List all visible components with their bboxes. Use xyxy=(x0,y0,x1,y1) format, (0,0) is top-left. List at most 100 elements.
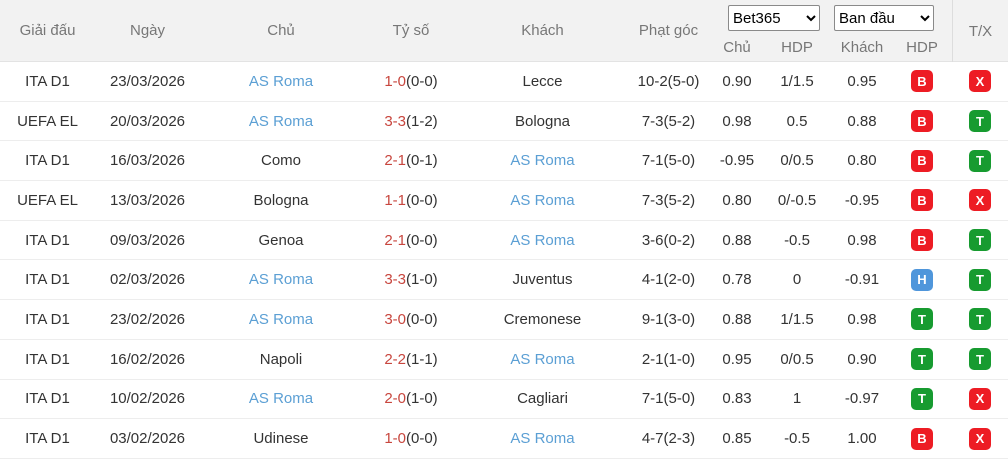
odds-away-cell: 0.98 xyxy=(847,310,877,328)
odds-home-cell: 0.88 xyxy=(722,310,752,328)
score-cell: 3-0(0-0) xyxy=(362,311,460,328)
score-cell: 2-1(0-0) xyxy=(362,232,460,249)
league-cell: ITA D1 xyxy=(25,310,70,328)
header-tx: T/X xyxy=(952,0,1008,62)
bookmaker-select[interactable]: Bet365 xyxy=(728,5,820,31)
tx-badge: X xyxy=(969,189,991,212)
score-cell: 2-1(0-1) xyxy=(362,152,460,169)
corners-cell: 9-1(3-0) xyxy=(641,310,696,328)
odds-home-cell: 0.85 xyxy=(722,430,752,448)
tx-badge: T xyxy=(969,268,991,291)
tx-badge-cell: X xyxy=(952,70,1008,93)
league-cell: UEFA EL xyxy=(17,112,78,130)
hdp-cell: 1/1.5 xyxy=(780,72,814,90)
corners-cell: 7-3(5-2) xyxy=(641,191,696,209)
odds-type-select[interactable]: Ban đầu xyxy=(834,5,934,31)
result-badge-cell: B xyxy=(892,110,952,133)
tx-badge: T xyxy=(969,149,991,172)
home-team: Genoa xyxy=(258,231,304,249)
league-cell: ITA D1 xyxy=(25,271,70,289)
halftime-score: (0-0) xyxy=(406,231,438,249)
corners-cell: 10-2(5-0) xyxy=(637,72,700,90)
tx-badge-cell: T xyxy=(952,110,1008,133)
date-cell: 16/03/2026 xyxy=(109,152,186,170)
away-team[interactable]: AS Roma xyxy=(510,152,575,170)
fulltime-score: 2-1 xyxy=(384,152,406,170)
fulltime-score: 2-2 xyxy=(384,350,406,368)
corners-cell: 2-1(1-0) xyxy=(641,350,696,368)
tx-badge-cell: T xyxy=(952,348,1008,371)
halftime-score: (0-0) xyxy=(406,191,438,209)
tx-badge-cell: T xyxy=(952,268,1008,291)
odds-away-cell: -0.97 xyxy=(844,390,880,408)
table-row: UEFA EL 20/03/2026 AS Roma 3-3(1-2) Bolo… xyxy=(0,101,1008,142)
corners-cell: 7-1(5-0) xyxy=(641,152,696,170)
score-cell: 3-3(1-2) xyxy=(362,113,460,130)
league-cell: ITA D1 xyxy=(25,350,70,368)
date-cell: 02/03/2026 xyxy=(109,271,186,289)
halftime-score: (1-0) xyxy=(406,390,438,408)
hdp-cell: -0.5 xyxy=(784,430,810,448)
result-badge: T xyxy=(911,308,933,331)
home-team[interactable]: AS Roma xyxy=(248,112,314,130)
date-cell: 03/02/2026 xyxy=(109,430,186,448)
hdp-cell: 0.5 xyxy=(786,112,808,130)
odds-away-cell: 0.98 xyxy=(847,231,877,249)
odds-header-group: Bet365 Ban đầu Chủ HDP Khách HDP xyxy=(712,0,952,61)
league-cell: ITA D1 xyxy=(25,152,70,170)
result-badge-cell: B xyxy=(892,427,952,450)
league-cell: ITA D1 xyxy=(25,430,70,448)
odds-home-cell: 0.95 xyxy=(722,350,752,368)
table-row: ITA D1 10/02/2026 AS Roma 2-0(1-0) Cagli… xyxy=(0,379,1008,420)
odds-away-cell: 0.88 xyxy=(847,112,877,130)
tx-badge: X xyxy=(969,427,991,450)
date-cell: 20/03/2026 xyxy=(109,112,186,130)
league-cell: ITA D1 xyxy=(25,390,70,408)
score-cell: 1-0(0-0) xyxy=(362,430,460,447)
odds-home-cell: 0.83 xyxy=(722,390,752,408)
tx-badge-cell: T xyxy=(952,229,1008,252)
header-date: Ngày xyxy=(129,22,166,39)
home-team[interactable]: AS Roma xyxy=(248,390,314,408)
away-team[interactable]: AS Roma xyxy=(510,430,575,448)
subheader-odds-away: Khách xyxy=(840,39,884,56)
away-team[interactable]: AS Roma xyxy=(510,231,575,249)
halftime-score: (1-2) xyxy=(406,112,438,130)
result-badge: B xyxy=(911,110,933,133)
tx-badge-cell: X xyxy=(952,427,1008,450)
halftime-score: (0-0) xyxy=(406,72,438,90)
fulltime-score: 3-0 xyxy=(384,310,406,328)
fulltime-score: 3-3 xyxy=(384,112,406,130)
home-team: Bologna xyxy=(253,191,309,209)
home-team[interactable]: AS Roma xyxy=(248,72,314,90)
odds-home-cell: 0.98 xyxy=(722,112,752,130)
hdp-cell: 1/1.5 xyxy=(780,310,814,328)
odds-away-cell: 1.00 xyxy=(847,430,877,448)
tx-badge-cell: X xyxy=(952,387,1008,410)
home-team[interactable]: AS Roma xyxy=(248,310,314,328)
table-row: ITA D1 23/02/2026 AS Roma 3-0(0-0) Cremo… xyxy=(0,300,1008,340)
result-badge: T xyxy=(911,348,933,371)
fulltime-score: 3-3 xyxy=(384,271,406,289)
league-cell: ITA D1 xyxy=(25,231,70,249)
score-cell: 2-2(1-1) xyxy=(362,351,460,368)
fulltime-score: 1-0 xyxy=(384,72,406,90)
header-away: Khách xyxy=(521,22,564,39)
home-team[interactable]: AS Roma xyxy=(248,271,314,289)
odds-home-cell: 0.78 xyxy=(722,271,752,289)
odds-away-cell: -0.91 xyxy=(844,271,880,289)
table-row: ITA D1 16/02/2026 Napoli 2-2(1-1) AS Rom… xyxy=(0,339,1008,380)
hdp-cell: 0/0.5 xyxy=(780,350,814,368)
result-badge-cell: T xyxy=(892,387,952,410)
home-team: Como xyxy=(260,152,301,170)
date-cell: 13/03/2026 xyxy=(109,191,186,209)
odds-selects-row: Bet365 Ban đầu xyxy=(712,0,952,34)
result-badge: B xyxy=(911,229,933,252)
corners-cell: 7-3(5-2) xyxy=(641,112,696,130)
tx-badge: X xyxy=(969,70,991,93)
odds-away-cell: 0.80 xyxy=(847,152,877,170)
away-team[interactable]: AS Roma xyxy=(510,191,575,209)
subheader-odds-home: Chủ xyxy=(723,39,751,56)
away-team[interactable]: AS Roma xyxy=(510,350,575,368)
